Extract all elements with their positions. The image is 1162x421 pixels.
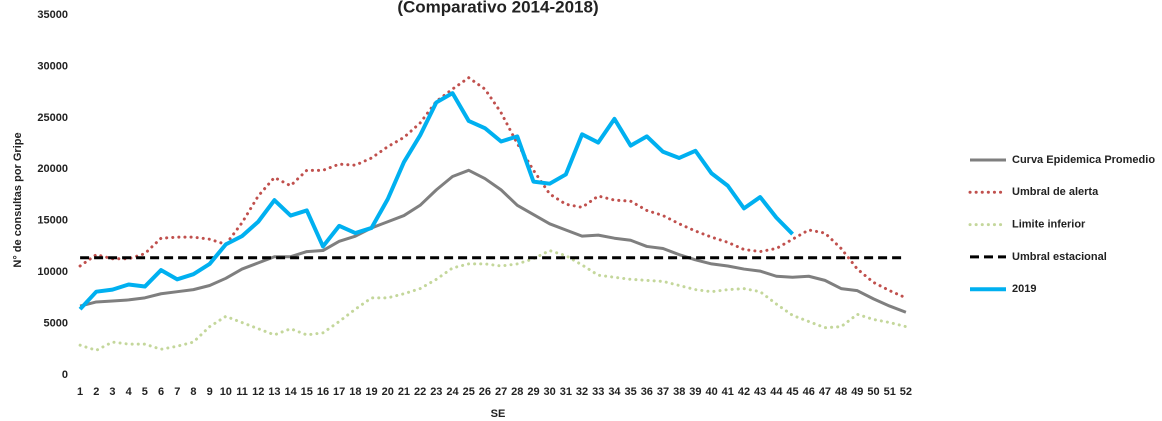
x-tick-label: 51 xyxy=(884,386,896,398)
x-tick-label: 9 xyxy=(207,386,213,398)
x-tick-label: 39 xyxy=(689,386,701,398)
series-line xyxy=(79,168,907,314)
y-tick-label: 5000 xyxy=(44,317,68,329)
x-tick-label: 1 xyxy=(77,386,83,398)
y-tick-label: 30000 xyxy=(37,60,68,72)
x-tick-label: 40 xyxy=(705,386,717,398)
series-line xyxy=(78,249,908,352)
x-tick-label: 20 xyxy=(382,386,394,398)
x-tick-label: 44 xyxy=(770,386,783,398)
x-tick-label: 48 xyxy=(835,386,847,398)
x-tick-label: 16 xyxy=(317,386,329,398)
x-tick-label: 30 xyxy=(544,386,556,398)
legend-label: Umbral de alerta xyxy=(1012,186,1099,198)
y-tick-label: 25000 xyxy=(37,112,68,124)
x-tick-label: 29 xyxy=(527,386,539,398)
x-tick-label: 43 xyxy=(754,386,766,398)
x-tick-label: 6 xyxy=(158,386,164,398)
x-tick-label: 8 xyxy=(190,386,196,398)
x-tick-label: 36 xyxy=(641,386,653,398)
chart-title: (Comparativo 2014-2018) xyxy=(397,0,598,16)
y-tick-label: 10000 xyxy=(37,266,68,278)
y-axis-label: N° de consultas por Gripe xyxy=(12,132,24,267)
x-tick-label: 46 xyxy=(803,386,815,398)
x-tick-label: 17 xyxy=(333,386,345,398)
series-line xyxy=(78,91,794,311)
x-tick-label: 2 xyxy=(93,386,99,398)
x-tick-label: 14 xyxy=(284,386,297,398)
legend-label: Limite inferior xyxy=(1012,219,1086,231)
x-tick-label: 45 xyxy=(786,386,798,398)
x-tick-label: 28 xyxy=(511,386,523,398)
series-line xyxy=(78,76,908,300)
legend-label: Umbral estacional xyxy=(1012,251,1107,263)
x-tick-label: 34 xyxy=(608,386,621,398)
x-tick-label: 3 xyxy=(109,386,115,398)
x-tick-label: 7 xyxy=(174,386,180,398)
x-tick-label: 24 xyxy=(446,386,459,398)
y-tick-label: 15000 xyxy=(37,215,68,227)
x-tick-label: 5 xyxy=(142,386,148,398)
x-tick-label: 49 xyxy=(851,386,863,398)
legend-label: Curva Epidemica Promedio xyxy=(1012,154,1155,166)
x-axis-label: SE xyxy=(491,408,506,420)
x-tick-label: 4 xyxy=(126,386,133,398)
x-tick-label: 21 xyxy=(398,386,410,398)
x-tick-label: 50 xyxy=(867,386,879,398)
y-tick-label: 35000 xyxy=(37,9,68,21)
x-tick-label: 35 xyxy=(625,386,637,398)
x-tick-label: 10 xyxy=(220,386,232,398)
x-tick-label: 47 xyxy=(819,386,831,398)
x-tick-label: 33 xyxy=(592,386,604,398)
x-tick-label: 25 xyxy=(463,386,475,398)
y-tick-label: 0 xyxy=(62,369,68,381)
x-tick-label: 26 xyxy=(479,386,491,398)
x-tick-label: 38 xyxy=(673,386,685,398)
x-tick-label: 11 xyxy=(236,386,248,398)
y-tick-label: 20000 xyxy=(37,163,68,175)
x-tick-label: 15 xyxy=(301,386,313,398)
x-tick-label: 22 xyxy=(414,386,426,398)
x-tick-label: 13 xyxy=(268,386,280,398)
x-tick-label: 42 xyxy=(738,386,750,398)
x-tick-label: 32 xyxy=(576,386,588,398)
x-tick-label: 19 xyxy=(365,386,377,398)
x-tick-label: 31 xyxy=(560,386,572,398)
x-tick-label: 23 xyxy=(430,386,442,398)
x-tick-label: 37 xyxy=(657,386,669,398)
legend-label: 2019 xyxy=(1012,283,1036,295)
x-tick-label: 12 xyxy=(252,386,264,398)
x-tick-label: 27 xyxy=(495,386,507,398)
x-tick-label: 18 xyxy=(349,386,361,398)
x-tick-label: 52 xyxy=(900,386,912,398)
x-tick-label: 41 xyxy=(722,386,734,398)
